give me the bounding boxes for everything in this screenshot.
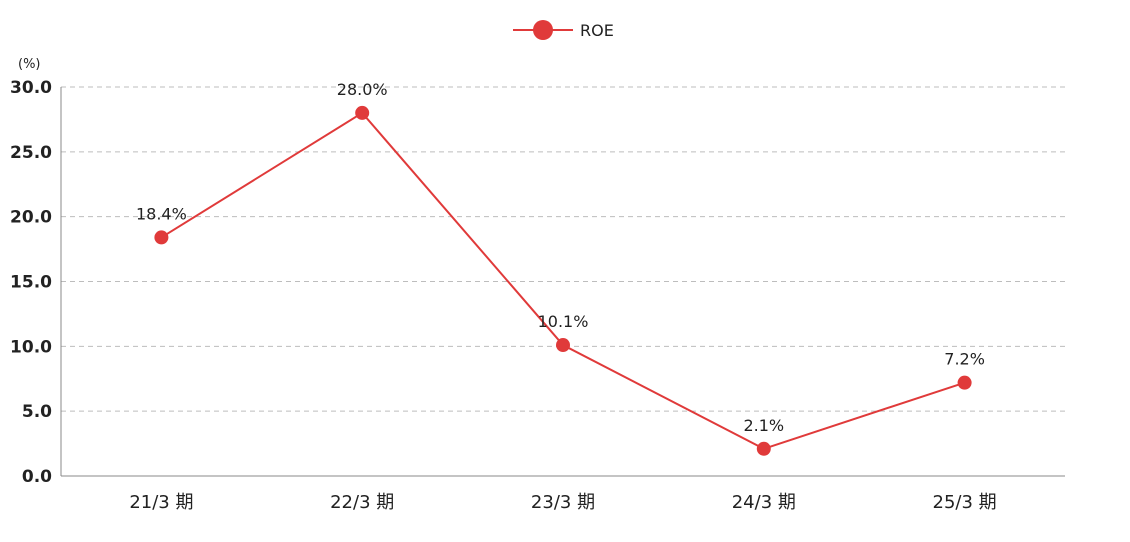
x-tick-label: 23/3 期 xyxy=(531,492,595,513)
y-axis-unit: (%) xyxy=(18,57,41,72)
data-label: 18.4% xyxy=(136,204,187,223)
data-point xyxy=(355,105,370,120)
legend: ROE xyxy=(513,20,614,40)
y-tick-label: 15.0 xyxy=(10,273,52,293)
y-tick-labels: 0.0 5.0 10.0 15.0 20.0 25.0 30.0 xyxy=(10,78,52,487)
y-tick-label: 20.0 xyxy=(10,208,52,228)
data-label: 2.1% xyxy=(743,416,784,435)
data-point xyxy=(957,375,972,390)
series-line xyxy=(160,111,965,450)
y-tick-label: 25.0 xyxy=(10,143,52,163)
x-tick-label: 25/3 期 xyxy=(933,492,997,513)
series-roe: 18.4% 28.0% 10.1% 2.1% 7.2% xyxy=(136,80,985,456)
data-point xyxy=(154,230,169,245)
gridlines xyxy=(61,86,1065,412)
x-tick-labels: 21/3 期 22/3 期 23/3 期 24/3 期 25/3 期 xyxy=(129,492,996,513)
x-tick-label: 24/3 期 xyxy=(732,492,796,513)
y-tick-label: 10.0 xyxy=(10,337,52,357)
legend-swatch-marker xyxy=(533,20,553,40)
y-tick-label: 0.0 xyxy=(22,467,52,487)
data-label: 28.0% xyxy=(337,80,388,99)
y-tick-label: 30.0 xyxy=(10,78,52,98)
data-point xyxy=(556,338,570,353)
data-point xyxy=(756,441,771,456)
x-tick-label: 21/3 期 xyxy=(129,492,193,513)
x-tick-label: 22/3 期 xyxy=(330,492,394,513)
data-label: 10.1% xyxy=(538,312,589,331)
y-tick-label: 5.0 xyxy=(22,402,52,422)
axes xyxy=(60,87,1065,477)
data-label: 7.2% xyxy=(944,350,985,369)
legend-label: ROE xyxy=(580,21,614,40)
